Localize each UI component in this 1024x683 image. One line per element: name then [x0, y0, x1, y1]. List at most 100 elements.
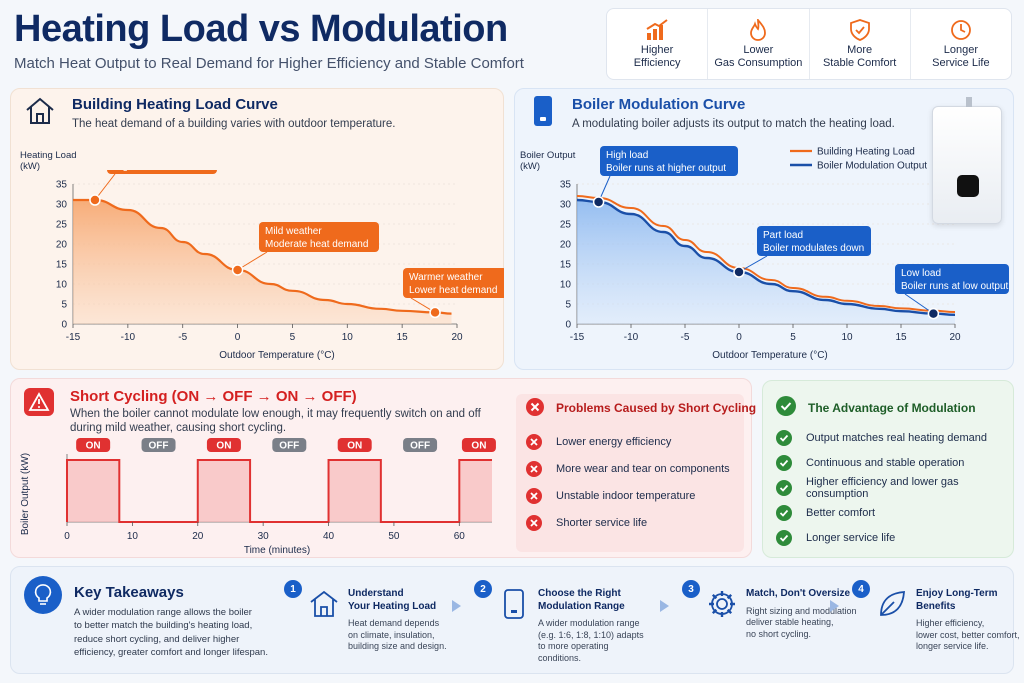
step-arrow	[452, 600, 461, 612]
x-tick-label: -5	[681, 332, 690, 343]
step-number: 4	[852, 580, 870, 598]
boiler-illustration	[932, 97, 1002, 224]
y-tick-label: 0	[565, 320, 571, 331]
x-tick-label: 10	[841, 332, 853, 343]
load-callout-text: Moderate heat demand	[265, 239, 368, 250]
x-circle-icon	[526, 487, 542, 504]
cycle-badge	[76, 438, 111, 452]
takeaway-step: 3 Match, Don't Oversize Right sizing and m…	[682, 578, 862, 670]
step-text: Choose the Right Modulation Range A wider …	[538, 588, 654, 665]
advantage-item: Continuous and stable operation	[776, 451, 1012, 476]
x-tick-label: 20	[192, 531, 204, 542]
step-description-line: Heat demand depends	[348, 618, 440, 628]
cycle-badge-label: ON	[471, 441, 486, 452]
step-description-line: longer service life.	[916, 641, 989, 652]
x-tick-label: 10	[127, 531, 139, 542]
series-modulation-output-line	[576, 198, 956, 316]
problem-item: Shorter service life	[526, 509, 741, 536]
y-tick-label: 20	[56, 240, 68, 251]
cycle-badge	[206, 438, 241, 452]
x-axis-label: Time (minutes)	[244, 545, 310, 556]
leaf-icon	[880, 591, 905, 616]
cycle-badge	[403, 438, 438, 452]
step-title-line: Your Heating Load	[348, 600, 437, 612]
step-title-line: Benefits	[916, 600, 956, 612]
mod-callout-box	[895, 264, 1009, 294]
x-tick-label: -10	[121, 332, 136, 343]
y-tick-label: 15	[56, 260, 68, 271]
page-title: Heating Load vs Modulation	[14, 8, 508, 50]
mod-callout-text: Boiler modulates down	[763, 243, 864, 254]
x-tick-label: 20	[451, 332, 463, 343]
step-description-line: building size and design.	[348, 641, 447, 652]
house-icon	[26, 97, 54, 124]
problem-item-label: More wear and tear on components	[556, 462, 730, 475]
step-description-line: deliver stable heating,	[746, 617, 834, 628]
boiler-display	[957, 175, 979, 197]
step-description: Higher efficiency, lower cost, better com…	[916, 618, 1024, 653]
x-circle-icon	[526, 433, 542, 450]
mod-marker	[927, 307, 940, 320]
advantage-item-label: Continuous and stable operation	[806, 457, 965, 470]
heating-load-line	[73, 198, 452, 315]
load-callout-box	[107, 170, 217, 174]
y-tick-label: 10	[560, 280, 572, 291]
x-tick-label: 15	[397, 332, 409, 343]
advantage-panel	[762, 380, 1014, 558]
mod-callout-text: Boiler runs at higher output	[606, 163, 726, 174]
advantage-item-label: Better comfort	[806, 506, 876, 519]
short-cycling-description-1: When the boiler cannot modulate low enou…	[70, 408, 481, 420]
x-axis-label: Outdoor Temperature (°C)	[712, 350, 828, 361]
check-circle-icon	[776, 396, 796, 416]
key-takeaways-title: Key Takeaways	[74, 584, 184, 601]
x-circle-icon	[526, 514, 542, 531]
advantage-item-label: Higher efficiency and lower gas consumpt…	[806, 475, 959, 500]
takeaway-step: 4 Enjoy Long-Term Benefits Higher efficienc…	[852, 578, 1024, 670]
modulation-description: A modulating boiler adjusts its output t…	[572, 118, 895, 130]
takeaway-line: efficiency, greater comfort and longer l…	[74, 647, 268, 659]
load-callout-title: Warmer weather	[409, 272, 483, 283]
modulation-title: Boiler Modulation Curve	[572, 96, 746, 113]
clock-icon	[950, 19, 971, 40]
benefit-gas: Lower Gas Consumption	[708, 9, 810, 79]
y-tick-label: 30	[560, 200, 572, 211]
cycle-badge	[141, 438, 176, 452]
y-tick-label: 5	[61, 300, 67, 311]
y-tick-label: 0	[61, 320, 67, 331]
x-circle-icon	[526, 398, 544, 416]
y-tick-label: 25	[560, 220, 572, 231]
problems-box	[516, 394, 744, 552]
mod-callout-title: Low load	[901, 268, 941, 279]
on-period-fill	[459, 460, 492, 522]
boiler-flue	[966, 97, 972, 107]
heating-load-chart: 0 5 10 15 20 25 30 35 -15 -10 -5 0 5 10 15 20 Outdoor Te…	[56, 170, 504, 361]
house-icon	[310, 590, 338, 617]
check-circle-icon	[776, 529, 792, 546]
benefit-label: More Stable Comfort	[822, 43, 897, 69]
heating-load-area	[73, 200, 452, 324]
key-takeaways-panel	[10, 566, 1014, 674]
y-tick-label: 15	[560, 260, 572, 271]
benefit-efficiency: Higher Efficiency	[607, 9, 709, 79]
legend-label: Boiler Modulation Output	[817, 161, 927, 172]
step-number: 1	[284, 580, 302, 598]
bar-chart-up-icon	[646, 19, 668, 40]
load-callout-box	[259, 222, 379, 252]
key-takeaways-text: A wider modulation range allows the boil…	[74, 606, 268, 660]
cycle-badge-label: ON	[347, 441, 362, 452]
cycle-badge-label: ON	[86, 441, 101, 452]
legend-label: Building Heating Load	[817, 147, 915, 158]
x-tick-label: -5	[178, 332, 187, 343]
step-description-line: on climate, insulation,	[348, 629, 435, 640]
step-title-line: Choose the Right	[538, 588, 621, 599]
page-subtitle: Match Heat Output to Real Demand for Hig…	[14, 55, 524, 72]
cycle-badge-label: OFF	[410, 441, 430, 452]
takeaway-line: to better match the building's heating l…	[74, 620, 253, 632]
step-arrow	[660, 600, 669, 612]
lightbulb-icon	[24, 576, 62, 614]
cycle-badge	[272, 438, 307, 452]
problem-item: Unstable indoor temperature	[526, 482, 741, 509]
modulation-chart: 0 5 10 15 20 25 30 35 -15 -10 -5 0 5 10 15 20 Outdoor Te…	[560, 146, 1009, 361]
problem-item-label: Shorter service life	[556, 516, 648, 529]
x-tick-label: 0	[235, 332, 241, 343]
